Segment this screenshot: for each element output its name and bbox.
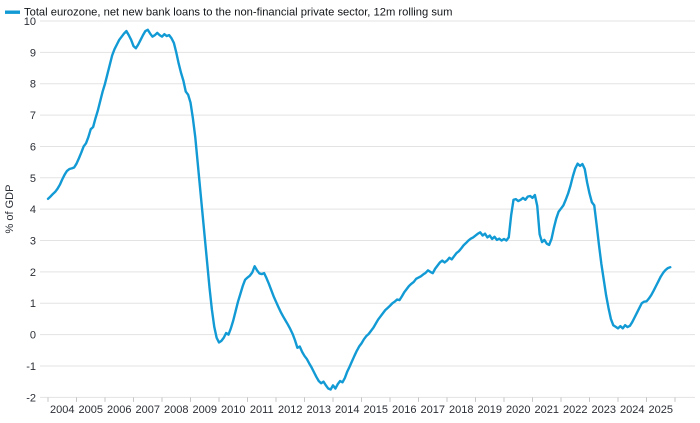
y-tick-label: 9	[30, 47, 36, 59]
y-tick-label: 2	[30, 267, 36, 279]
y-tick-label: 8	[30, 79, 36, 91]
x-tick-label: 2013	[307, 404, 331, 416]
x-tick-label: 2017	[421, 404, 445, 416]
y-tick-label: 5	[30, 173, 36, 185]
data-line	[46, 28, 672, 391]
x-tick-label: 2007	[136, 404, 160, 416]
x-tick-label: 2023	[592, 404, 616, 416]
x-tick-label: 2011	[250, 404, 274, 416]
legend: Total eurozone, net new bank loans to th…	[5, 7, 452, 19]
x-tick-label: 2022	[563, 404, 587, 416]
x-tick-label: 2005	[79, 404, 103, 416]
legend-label: Total eurozone, net new bank loans to th…	[24, 7, 452, 19]
y-tick-label: 0	[30, 330, 36, 342]
x-tick-label: 2015	[364, 404, 388, 416]
x-tick-label: 2025	[649, 404, 673, 416]
x-tick-label: 2008	[164, 404, 188, 416]
x-tick-label: 2006	[107, 404, 131, 416]
y-tick-label: 3	[30, 236, 36, 248]
y-tick-label: -2	[26, 392, 36, 404]
x-tick-label: 2019	[478, 404, 502, 416]
x-tick-label: 2014	[335, 404, 359, 416]
x-tick-label: 2020	[506, 404, 530, 416]
y-tick-label: -1	[26, 361, 36, 373]
x-tick-label: 2016	[392, 404, 416, 416]
x-tick-label: 2004	[50, 404, 74, 416]
legend-swatch	[5, 10, 20, 14]
x-tick-label: 2018	[449, 404, 473, 416]
y-tick-label: 6	[30, 141, 36, 153]
x-tick-label: 2024	[620, 404, 644, 416]
y-axis-title: % of GDP	[4, 185, 16, 234]
gridlines	[40, 20, 695, 398]
y-tick-label: 1	[30, 298, 36, 310]
y-tick-label: 7	[30, 110, 36, 122]
x-tick-label: 2009	[193, 404, 217, 416]
x-axis-ticks	[47, 397, 676, 402]
y-axis-labels: -2 -1 0 1 2 3 4 5 6 7 8 9 10	[24, 16, 36, 404]
x-tick-label: 2010	[221, 404, 245, 416]
x-tick-label: 2012	[278, 404, 302, 416]
x-tick-label: 2021	[535, 404, 559, 416]
x-axis-labels: 2004 2005 2006 2007 2008 2009 2010 2011 2012 2013…	[50, 404, 673, 416]
y-tick-label: 10	[24, 16, 36, 28]
y-tick-label: 4	[30, 204, 36, 216]
